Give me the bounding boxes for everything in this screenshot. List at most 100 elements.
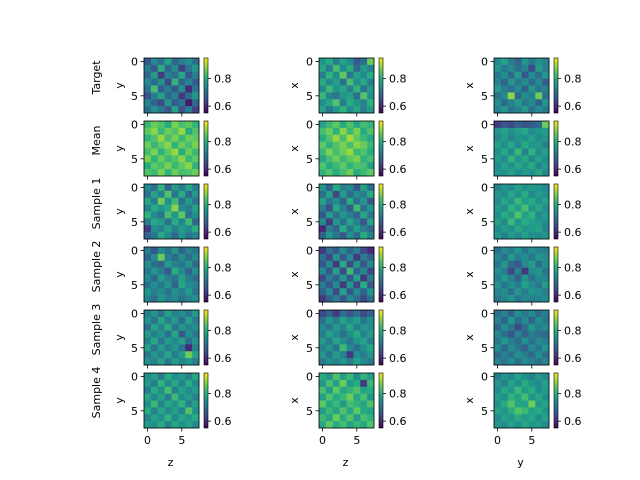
heatmap-cell xyxy=(353,407,361,415)
heatmap-cell xyxy=(325,421,334,429)
heatmap-cell xyxy=(521,421,529,429)
heatmap-cell xyxy=(521,330,529,338)
heatmap-cell xyxy=(332,337,340,345)
heatmap-cell xyxy=(171,407,179,415)
heatmap-cell xyxy=(185,379,193,388)
heatmap-cell xyxy=(494,295,502,303)
heatmap-cell xyxy=(542,92,550,100)
heatmap-cell xyxy=(185,373,193,381)
heatmap-cell xyxy=(500,407,509,415)
heatmap-cell xyxy=(346,197,354,205)
heatmap-cell xyxy=(346,127,354,136)
heatmap-cell xyxy=(500,295,509,303)
colorbar xyxy=(378,57,384,114)
heatmap-cell xyxy=(325,155,334,163)
colorbar-tick-label: 0.6 xyxy=(564,226,582,239)
heatmap-cell xyxy=(171,85,179,93)
heatmap-cell xyxy=(542,260,550,268)
heatmap-cell xyxy=(507,281,515,289)
heatmap-cell xyxy=(514,127,522,136)
heatmap-cell xyxy=(144,134,152,142)
heatmap-cell xyxy=(164,379,172,388)
heatmap-cell xyxy=(164,281,172,289)
colorbar xyxy=(203,309,209,366)
y-tick-label: 0 xyxy=(131,181,138,194)
heatmap-cell xyxy=(150,204,159,212)
heatmap-cell xyxy=(171,78,179,86)
heatmap-cell xyxy=(185,310,193,318)
heatmap-cell xyxy=(507,71,515,79)
heatmap-cell xyxy=(500,288,509,296)
heatmap-cell xyxy=(521,373,529,381)
heatmap-cell xyxy=(494,127,502,136)
heatmap-cell xyxy=(332,71,340,79)
heatmap-cell xyxy=(507,379,515,388)
heatmap-cell xyxy=(500,64,509,73)
heatmap-cell xyxy=(339,260,347,268)
colorbar-tick-label: 0.8 xyxy=(564,73,582,86)
heatmap-cell xyxy=(325,358,334,366)
heatmap-cell xyxy=(346,281,354,289)
y-axis-label: x xyxy=(288,271,301,278)
heatmap-cell xyxy=(346,225,354,233)
heatmap-cell xyxy=(507,323,515,331)
heatmap-cell xyxy=(353,358,361,366)
heatmap-cell xyxy=(319,106,327,114)
heatmap-cell xyxy=(353,393,361,401)
heatmap-cell xyxy=(507,386,515,394)
heatmap-cell xyxy=(528,169,536,177)
heatmap-cell xyxy=(332,386,340,394)
heatmap-cell xyxy=(367,121,375,129)
heatmap-cell xyxy=(500,184,509,192)
heatmap-cell xyxy=(157,400,165,408)
heatmap-frame xyxy=(143,120,200,177)
heatmap-cell xyxy=(346,85,354,93)
colorbar-tick-label: 0.8 xyxy=(389,73,407,86)
heatmap-cell xyxy=(192,169,200,177)
heatmap-cell xyxy=(346,92,354,100)
heatmap-cell xyxy=(178,386,186,394)
heatmap-cell xyxy=(535,288,543,296)
heatmap-cell xyxy=(535,127,543,136)
heatmap-cell xyxy=(144,247,152,255)
heatmap-cell xyxy=(192,99,200,107)
heatmap-cell xyxy=(319,58,327,66)
heatmap-cell xyxy=(535,155,543,163)
heatmap-cell xyxy=(171,337,179,345)
heatmap-cell xyxy=(367,373,375,381)
heatmap-cell xyxy=(507,190,515,199)
heatmap-cell xyxy=(507,197,515,205)
heatmap-cell xyxy=(171,316,179,325)
heatmap-cell xyxy=(367,247,375,255)
heatmap-cell xyxy=(164,414,172,422)
heatmap-cell xyxy=(360,134,368,142)
heatmap-cell xyxy=(353,71,361,79)
heatmap-cell xyxy=(367,169,375,177)
heatmap-cell xyxy=(192,148,200,156)
heatmap-cell xyxy=(528,92,536,100)
heatmap-cell xyxy=(528,184,536,192)
heatmap-cell xyxy=(157,225,165,233)
heatmap-cell xyxy=(157,204,165,212)
heatmap-cell xyxy=(494,141,502,149)
heatmap-cell xyxy=(367,316,375,325)
heatmap-cell xyxy=(185,414,193,422)
heatmap-cell xyxy=(514,204,522,212)
heatmap-cell xyxy=(185,232,193,240)
heatmap-cell xyxy=(319,225,327,233)
heatmap-cell xyxy=(332,162,340,170)
heatmap-cell xyxy=(360,253,368,262)
heatmap-cell xyxy=(521,99,529,107)
colorbar xyxy=(553,309,559,366)
colorbar xyxy=(378,372,384,429)
heatmap-cell xyxy=(178,184,186,192)
heatmap-cell xyxy=(332,373,340,381)
heatmap-cell xyxy=(144,211,152,219)
heatmap-cell xyxy=(353,204,361,212)
heatmap-cell xyxy=(360,351,368,359)
heatmap-cell xyxy=(164,162,172,170)
heatmap-cell xyxy=(178,281,186,289)
heatmap-cell xyxy=(339,78,347,86)
heatmap-cell xyxy=(144,337,152,345)
heatmap-cell xyxy=(144,400,152,408)
